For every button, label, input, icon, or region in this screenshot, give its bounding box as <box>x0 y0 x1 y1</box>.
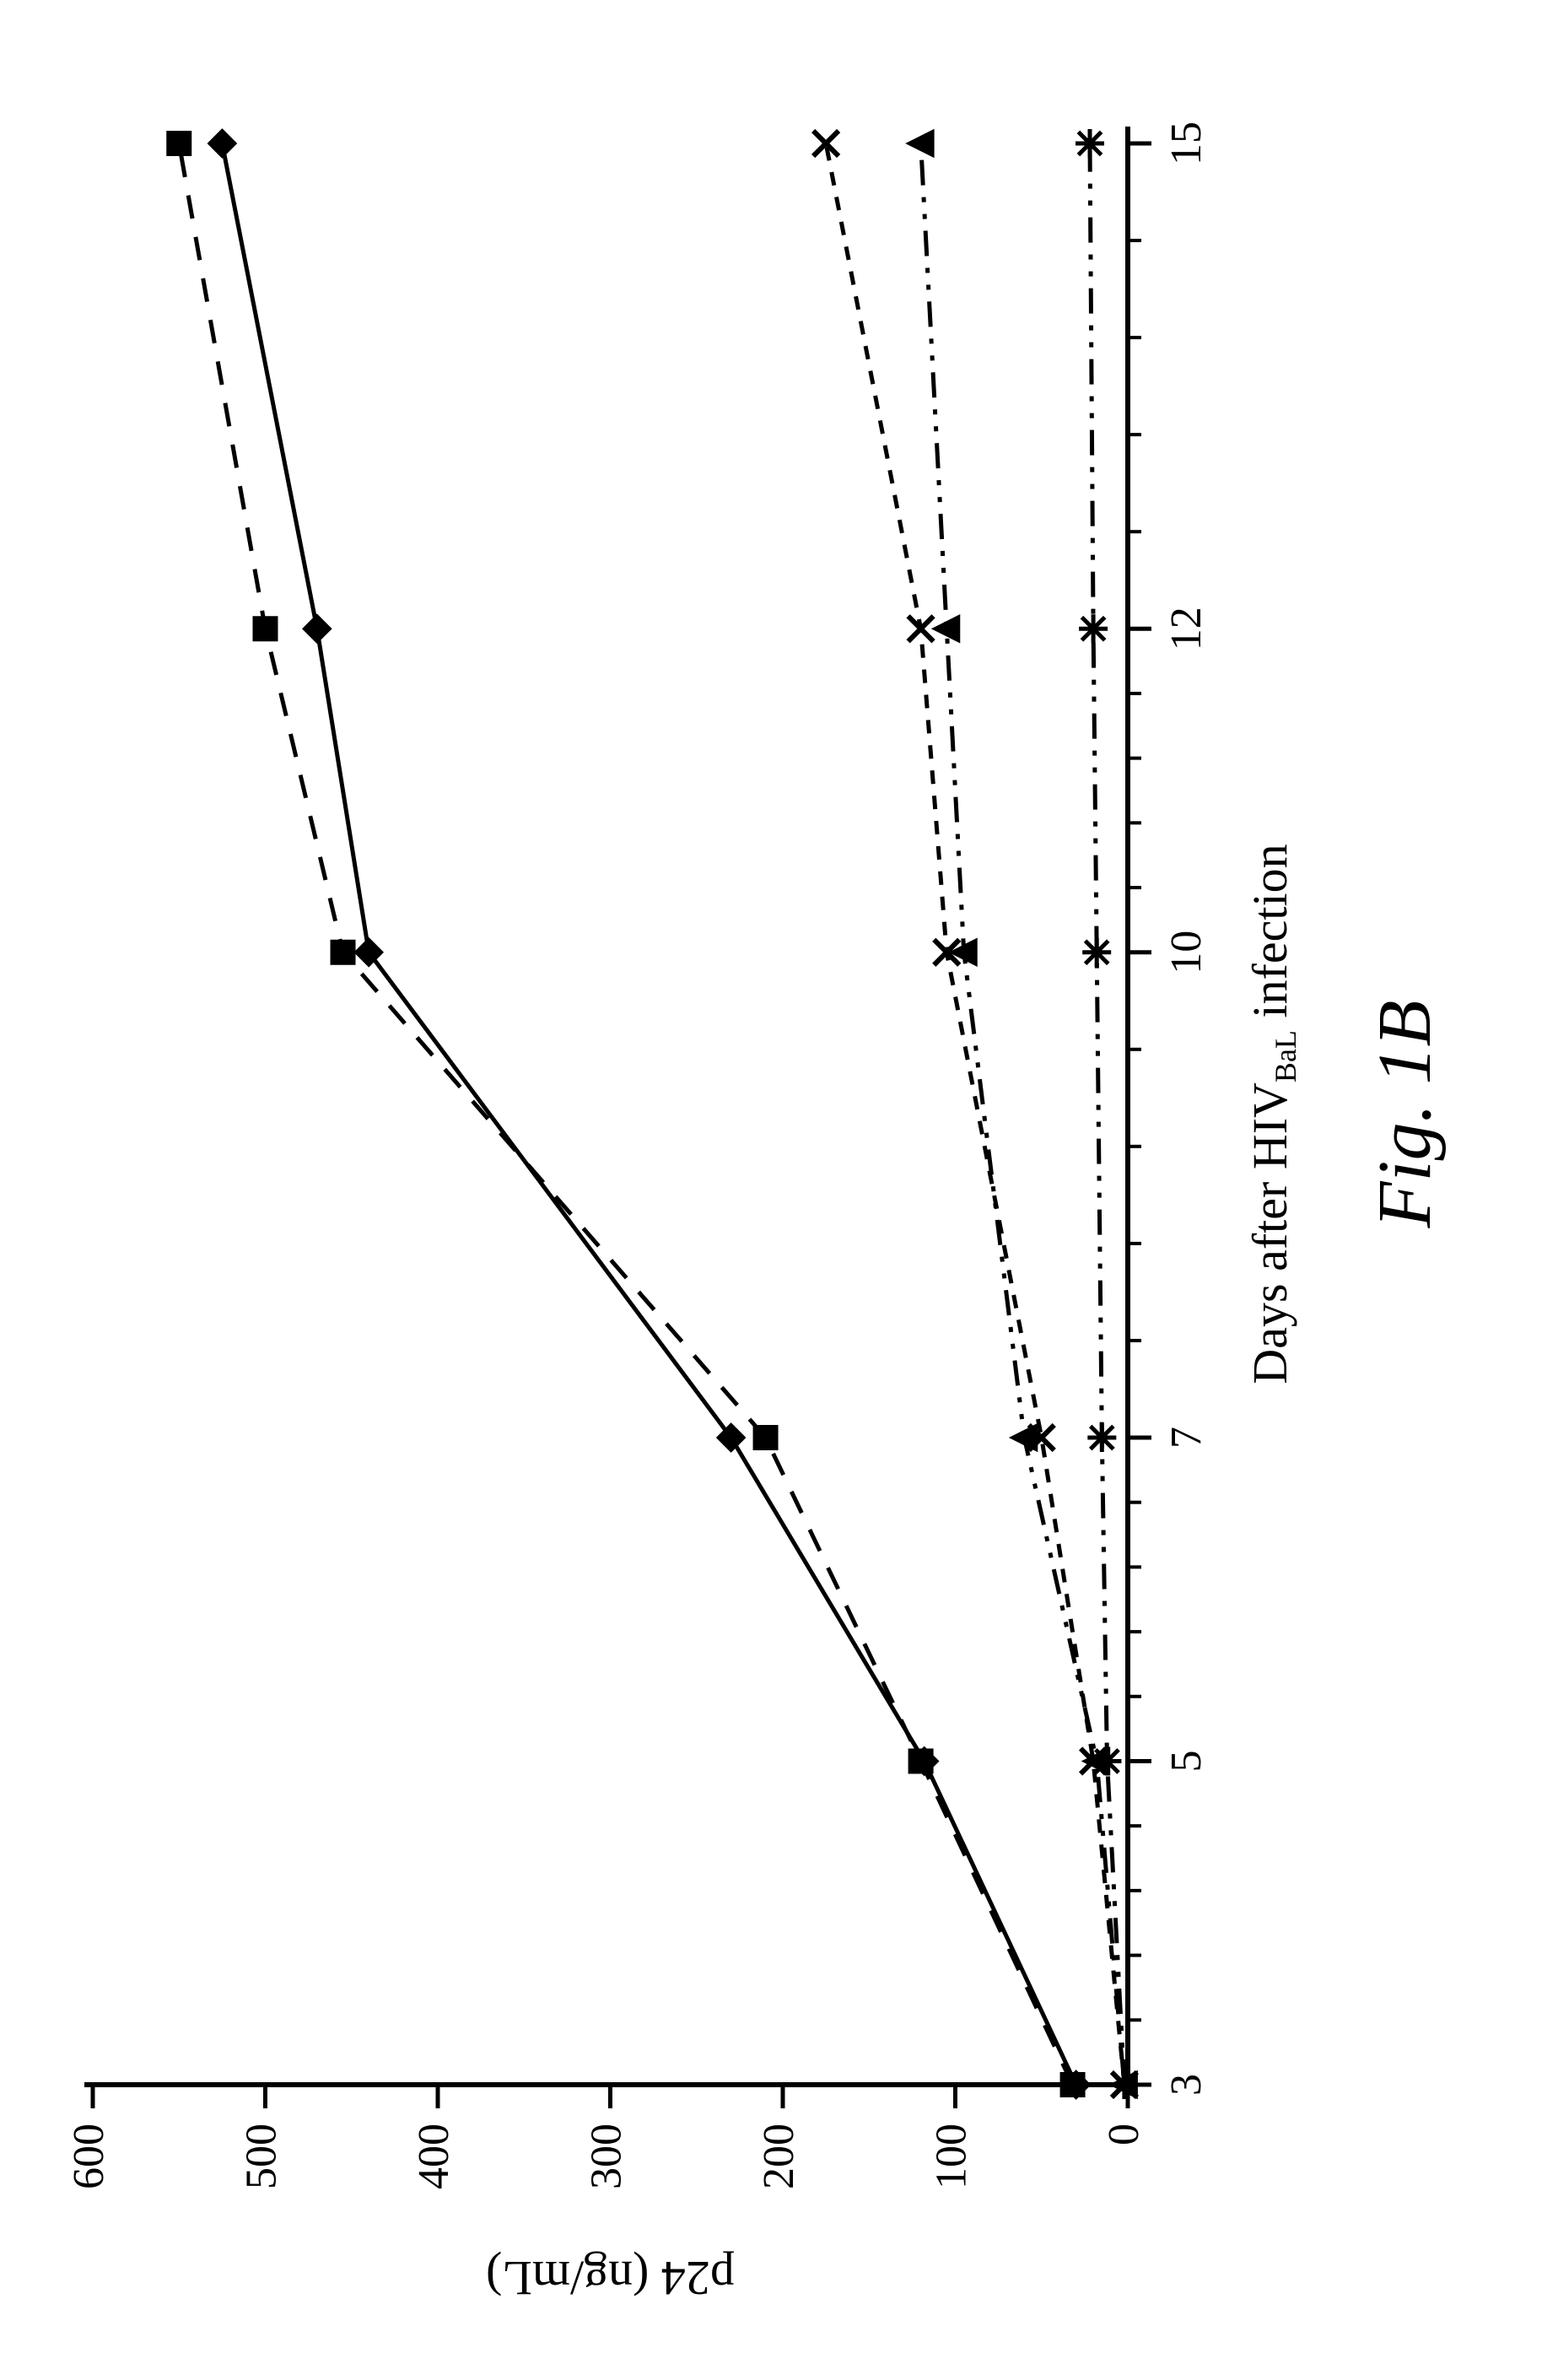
marker-square <box>910 1751 932 1773</box>
marker-square <box>1062 2074 1084 2096</box>
series-diamond-solid-line <box>222 143 1076 2085</box>
y-axis-title: p24 (ng/mL) <box>486 2251 735 2306</box>
marker-diamond <box>209 131 235 156</box>
series-diamond-solid <box>209 131 1088 2097</box>
y-tick-label: 600 <box>65 2124 113 2189</box>
marker-triangle <box>935 617 958 640</box>
marker-square <box>255 618 277 640</box>
marker-diamond <box>305 616 330 641</box>
x-tick-label: 3 <box>1162 2074 1210 2096</box>
x-axis-title: Days after HIVBaL infection <box>1243 844 1302 1384</box>
marker-triangle <box>909 132 933 155</box>
x-tick-label: 5 <box>1162 1751 1210 1773</box>
x-tick-label: 15 <box>1162 121 1210 165</box>
series-asterisk-dashdotdot-line <box>1090 143 1124 2085</box>
x-axis-title-prefix: Days after HIV <box>1243 1082 1297 1384</box>
series-x-shortdash-line <box>826 143 1124 2085</box>
series-x-shortdash <box>813 131 1137 2097</box>
marker-square <box>755 1427 777 1449</box>
chart-svg: 0 100 200 300 400 500 600 p24 (ng/mL) 3 5 7 10 12 15 D… <box>42 42 1516 2338</box>
y-tick-label: 100 <box>927 2124 975 2189</box>
x-axis-title-suffix: infection <box>1243 844 1297 1030</box>
x-axis-title-sub: BaL <box>1269 1030 1302 1082</box>
marker-square <box>332 942 354 963</box>
rotated-group: 0 100 200 300 400 500 600 p24 (ng/mL) 3 5 7 10 12 15 D… <box>65 121 1447 2306</box>
series-square-dash <box>168 132 1083 2096</box>
x-tick-label: 12 <box>1162 607 1210 650</box>
chart-area: 0 100 200 300 400 500 600 p24 (ng/mL) 3 5 7 10 12 15 D… <box>42 42 1516 2338</box>
y-tick-label: 400 <box>410 2124 458 2189</box>
marker-square <box>168 132 190 154</box>
y-tick-label: 500 <box>237 2124 285 2189</box>
x-tick-label: 7 <box>1162 1427 1210 1449</box>
x-tick-label: 10 <box>1162 931 1210 974</box>
y-tick-label: 300 <box>582 2124 630 2189</box>
y-tick-label: 200 <box>755 2124 803 2189</box>
page: { "chart": { "type": "line", "orientatio… <box>0 0 1558 2380</box>
y-tick-label: 0 <box>1100 2124 1148 2145</box>
figure-caption: Fig. 1B <box>1363 1001 1447 1229</box>
